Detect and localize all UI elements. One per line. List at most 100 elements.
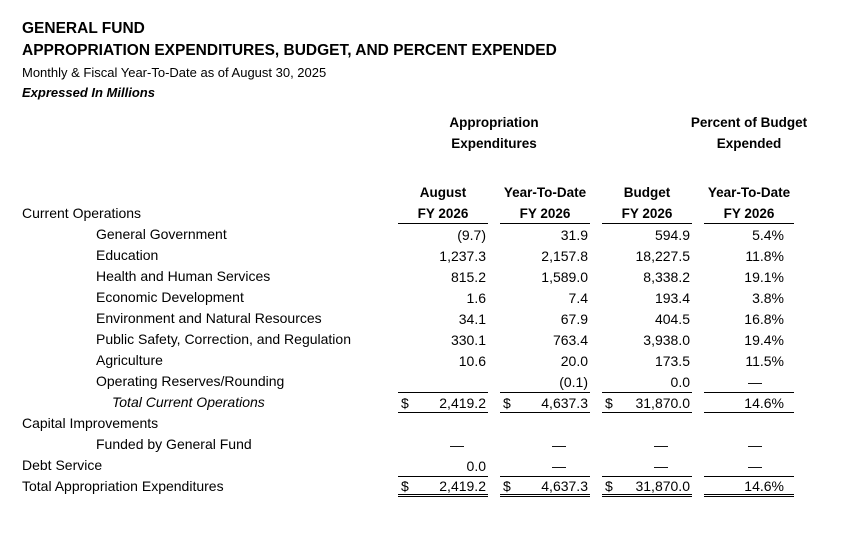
- table-body: General Government (9.7) 31.9 594.9 5.4% Educ…: [22, 224, 798, 497]
- cell-value: 594.9: [654, 226, 690, 243]
- table-row: Environment and Natural Resources 34.1 67.…: [22, 308, 798, 329]
- cell-percent-year-to-date: 11.8%: [692, 245, 794, 266]
- cell-value: 14.6%: [744, 477, 784, 494]
- cell-value: 1.6: [466, 289, 486, 306]
- cell-august: $2,419.2: [398, 392, 488, 413]
- cell-budget: $31,870.0: [590, 392, 692, 413]
- table-row: Agriculture 10.6 20.0 173.5 11.5%: [22, 350, 798, 371]
- cell-august: 34.1: [398, 308, 488, 329]
- cell-year-to-date: [488, 413, 590, 434]
- cell-year-to-date: (0.1): [488, 371, 590, 392]
- cell-percent-year-to-date: —: [692, 434, 794, 455]
- cell-percent-year-to-date: 19.1%: [692, 266, 794, 287]
- row-label: Public Safety, Correction, and Regulatio…: [96, 331, 351, 347]
- cell-value: 11.5%: [745, 352, 784, 369]
- cell-august: 815.2: [398, 266, 488, 287]
- row-label: Education: [96, 247, 159, 263]
- column-header-year-to-date: Year-To-Date FY 2026: [500, 182, 590, 224]
- table-row: Capital Improvements: [22, 413, 798, 434]
- cell-value: 18,227.5: [635, 247, 691, 264]
- row-label: Funded by General Fund: [96, 436, 252, 452]
- cell-value: —: [552, 436, 566, 453]
- cell-value: —: [748, 436, 762, 453]
- table-row: Economic Development 1.6 7.4 193.4 3.8%: [22, 287, 798, 308]
- column-fiscal-year: FY 2026: [723, 206, 775, 221]
- report-period: Monthly & Fiscal Year-To-Date as of Augu…: [22, 65, 327, 80]
- cell-percent-year-to-date: [692, 413, 794, 434]
- cell-august: 0.0: [398, 455, 488, 476]
- cell-value: 19.4%: [744, 331, 784, 348]
- table-row: Total Appropriation Expenditures $2,419.2…: [22, 476, 798, 497]
- cell-value: 763.4: [552, 331, 588, 348]
- cell-percent-year-to-date: —: [692, 455, 794, 476]
- cell-percent-year-to-date: 14.6%: [692, 392, 794, 413]
- currency-symbol: $: [503, 394, 511, 411]
- cell-august: 1,237.3: [398, 245, 488, 266]
- column-header-percent-year-to-date: Year-To-Date FY 2026: [704, 182, 794, 224]
- cell-value: —: [748, 373, 762, 390]
- cell-value: —: [552, 457, 566, 474]
- cell-august: 1.6: [398, 287, 488, 308]
- cell-value: 67.9: [560, 310, 588, 327]
- row-label: Environment and Natural Resources: [96, 310, 322, 326]
- column-title: Year-To-Date: [503, 185, 587, 200]
- cell-budget: —: [590, 434, 692, 455]
- units-note: Expressed In Millions: [22, 85, 155, 100]
- cell-value: 4,637.3: [541, 394, 588, 411]
- cell-value: —: [450, 436, 464, 453]
- column-title: August: [419, 185, 467, 200]
- cell-value: 404.5: [654, 310, 690, 327]
- cell-budget: 594.9: [590, 224, 692, 245]
- cell-value: 31.9: [560, 226, 588, 243]
- cell-year-to-date: 67.9: [488, 308, 590, 329]
- column-fiscal-year: FY 2026: [621, 206, 673, 221]
- row-label: Total Appropriation Expenditures: [22, 478, 224, 494]
- table-row: Operating Reserves/Rounding (0.1) 0.0 —: [22, 371, 798, 392]
- column-title: Budget: [623, 185, 671, 200]
- cell-august: [398, 371, 488, 392]
- currency-symbol: $: [401, 394, 409, 411]
- row-label: Total Current Operations: [112, 394, 265, 410]
- cell-year-to-date: 763.4: [488, 329, 590, 350]
- cell-budget: $31,870.0: [590, 476, 692, 497]
- cell-value: —: [654, 457, 668, 474]
- cell-percent-year-to-date: 5.4%: [692, 224, 794, 245]
- column-header-august: August FY 2026: [398, 182, 488, 224]
- cell-value: 330.1: [450, 331, 486, 348]
- group-header-line1: Percent of Budget: [690, 115, 808, 130]
- cell-value: —: [748, 457, 762, 474]
- cell-value: 3.8%: [752, 289, 784, 306]
- cell-budget: 18,227.5: [590, 245, 692, 266]
- table-row: Public Safety, Correction, and Regulatio…: [22, 329, 798, 350]
- cell-value: (9.7): [457, 226, 486, 243]
- row-label: General Government: [96, 226, 227, 242]
- group-header-line2: Expended: [716, 136, 782, 151]
- report-title: APPROPRIATION EXPENDITURES, BUDGET, AND …: [22, 42, 557, 59]
- cell-value: 11.8%: [745, 247, 784, 264]
- cell-budget: 3,938.0: [590, 329, 692, 350]
- table-row: Total Current Operations $2,419.2 $4,637.3…: [22, 392, 798, 413]
- cell-value: 4,637.3: [541, 477, 588, 494]
- cell-year-to-date: 7.4: [488, 287, 590, 308]
- table-row: Health and Human Services 815.2 1,589.0 8,3…: [22, 266, 798, 287]
- cell-value: 0.0: [670, 373, 690, 390]
- cell-budget: 0.0: [590, 371, 692, 392]
- currency-symbol: $: [401, 477, 409, 494]
- cell-year-to-date: $4,637.3: [488, 476, 590, 497]
- cell-year-to-date: 20.0: [488, 350, 590, 371]
- cell-value: 14.6%: [744, 394, 784, 411]
- cell-value: (0.1): [559, 373, 588, 390]
- cell-value: 34.1: [458, 310, 486, 327]
- section-label-current-operations: Current Operations: [22, 205, 142, 221]
- cell-year-to-date: —: [488, 455, 590, 476]
- fund-title: GENERAL FUND: [22, 20, 145, 37]
- cell-budget: 8,338.2: [590, 266, 692, 287]
- row-label: Operating Reserves/Rounding: [96, 373, 285, 389]
- cell-august: (9.7): [398, 224, 488, 245]
- cell-budget: [590, 413, 692, 434]
- cell-value: —: [654, 436, 668, 453]
- cell-value: 10.6: [458, 352, 486, 369]
- cell-value: 2,419.2: [439, 394, 486, 411]
- cell-value: 3,938.0: [643, 331, 690, 348]
